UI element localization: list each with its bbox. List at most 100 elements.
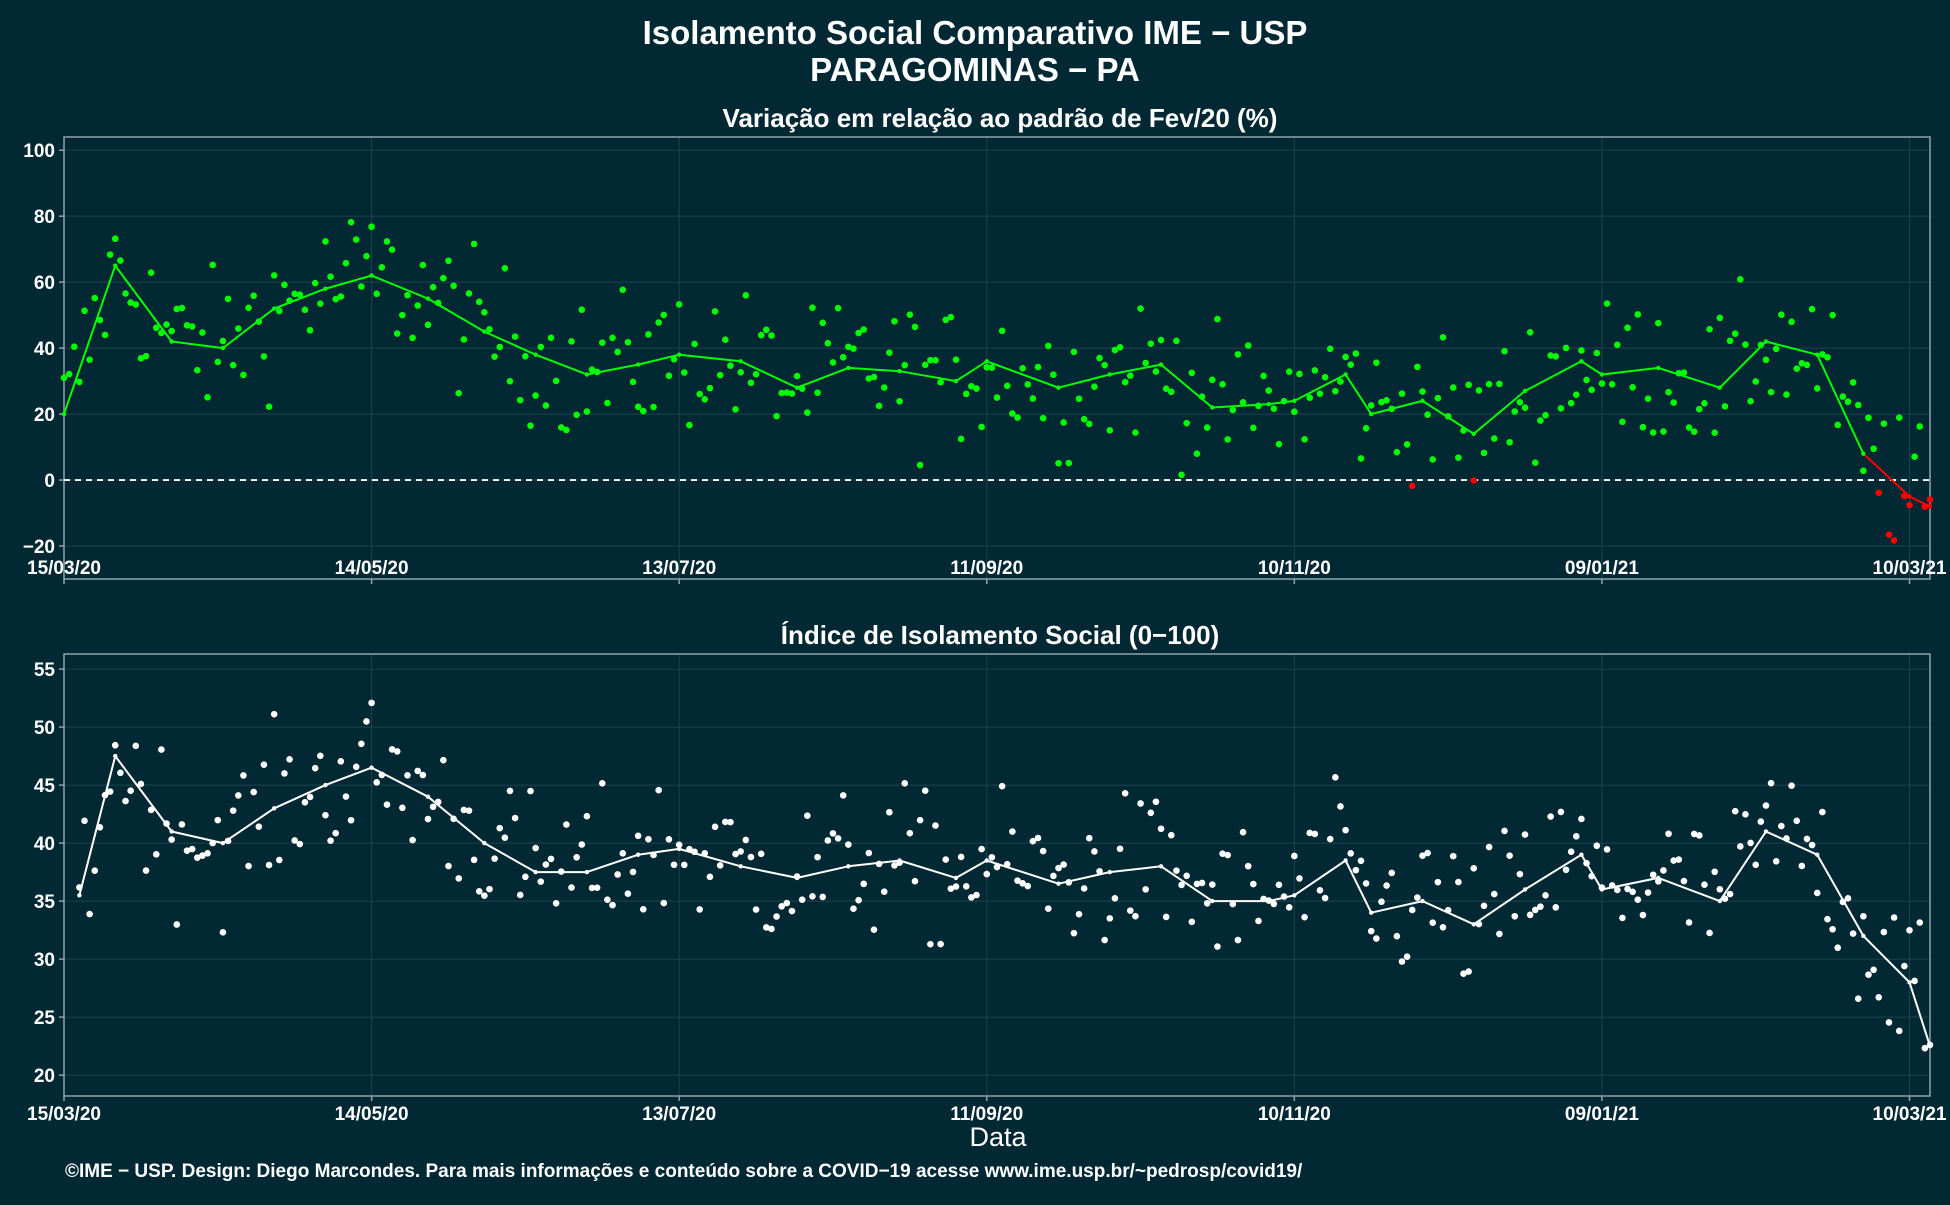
panel1-daily-point [260,353,268,360]
panel1-daily-point [988,364,996,371]
panel1-daily-point [829,359,837,366]
panel1-daily-point [1378,398,1385,406]
panel1-daily-point [1147,340,1155,347]
panel1-daily-point [317,300,324,307]
panel1-daily-point [809,304,816,312]
panel1-daily-point [1537,417,1544,424]
panel1-trend-point [1815,352,1820,357]
panel2-daily-point [1726,890,1734,898]
panel1-daily-point [747,379,755,387]
panel2-daily-point [629,868,637,876]
panel1-daily-point [1424,411,1431,418]
panel2-daily-point [1419,852,1426,859]
panel1-daily-point [891,317,898,325]
panel1-daily-point [1690,428,1698,435]
panel2-daily-point [988,853,996,861]
panel2-daily-point [1460,970,1467,977]
panel2-daily-point [1629,888,1636,896]
panel1-trend-point [369,273,374,278]
panel2-daily-point [1844,895,1852,902]
panel2-daily-point [301,799,309,806]
panel1-daily-point [1547,352,1554,359]
panel2-trend-segment [1908,982,1931,1047]
panel2-daily-point [1772,858,1780,865]
panel2-trend-segment [1816,854,1865,937]
panel2-daily-point [624,890,632,898]
panel1-daily-point [1916,423,1924,430]
panel2-daily-point [1229,900,1237,908]
panel1-daily-point [1813,385,1821,392]
panel1-daily-point [1296,370,1303,378]
panel1-daily-point [209,261,216,269]
panel1-trend-point [984,359,989,364]
panel1-daily-point [629,378,637,386]
panel1-daily-point [1834,421,1842,429]
panel1-daily-point [255,318,263,325]
panel2-daily-point [763,924,770,931]
panel1-daily-point [916,461,924,469]
panel2-daily-point [1111,894,1119,902]
panel2-daily-point [178,821,186,828]
panel2-daily-point [947,885,955,892]
panel2-daily-point [81,817,88,825]
panel1-daily-point [1926,496,1934,503]
panel1-trend-segment [1719,340,1767,389]
panel1-daily-point [1291,408,1298,416]
panel1-trend-segment [679,353,741,363]
panel1-daily-point [573,411,580,419]
panel1-daily-point [1316,390,1324,397]
panel1-daily-point [737,369,744,376]
panel1-daily-point [701,396,709,403]
panel2-daily-point [942,856,950,863]
panel1-daily-point [1403,441,1411,448]
panel1-daily-point [1332,387,1339,395]
panel1-daily-point [716,371,724,379]
panel2-daily-point [773,913,780,920]
panel1-daily-point [1116,344,1124,351]
panel1-daily-point [665,372,673,380]
panel2-daily-point [583,812,591,820]
panel2-daily-point [1634,896,1642,904]
panel1-daily-point [117,257,124,264]
panel2-daily-point [491,855,498,862]
panel2-daily-point [250,788,257,796]
panel1-daily-point [1480,449,1488,457]
panel1-daily-point [96,316,104,324]
panel2-daily-point [445,862,452,870]
panel2-daily-point [1788,782,1795,790]
panel2-daily-point [532,844,539,852]
panel1-xtick-label: 15/03/20 [27,558,101,579]
panel1-trend-point [1579,359,1584,364]
panel1-daily-point [322,238,329,245]
panel1-daily-point [680,369,688,376]
panel1-daily-point [937,378,944,386]
panel2-daily-point [993,863,1001,871]
panel2-daily-point [209,839,216,847]
panel2-daily-point [778,902,785,910]
panel1-trend-point [1292,398,1297,404]
panel2-daily-point [1742,811,1749,818]
panel2-trend-point [169,829,174,834]
panel1-daily-point [532,392,539,399]
panel2-trend-point [323,782,328,788]
panel2-daily-point [358,740,365,748]
panel1-daily-point [424,321,432,329]
panel1-daily-point [327,273,334,280]
panel2-trend-point [676,846,682,852]
panel2-daily-point [152,850,160,858]
panel1-trend-segment [1816,354,1865,455]
panel1-daily-point [1260,372,1267,380]
panel2-daily-point [737,848,744,855]
panel1-daily-point [763,326,770,334]
panel2-title: Índice de Isolamento Social (0−100) [781,620,1220,650]
panel2-daily-point [691,848,698,856]
panel2-daily-point [537,878,545,885]
panel1-trend-point [1107,372,1112,377]
panel1-daily-point [1214,315,1221,323]
panel1-daily-point [434,299,442,307]
panel2-daily-point [839,792,847,799]
panel1-trend-point [271,306,277,311]
panel2-daily-point [598,780,606,787]
panel1-daily-point [1080,415,1088,423]
panel2-daily-point [865,849,873,857]
